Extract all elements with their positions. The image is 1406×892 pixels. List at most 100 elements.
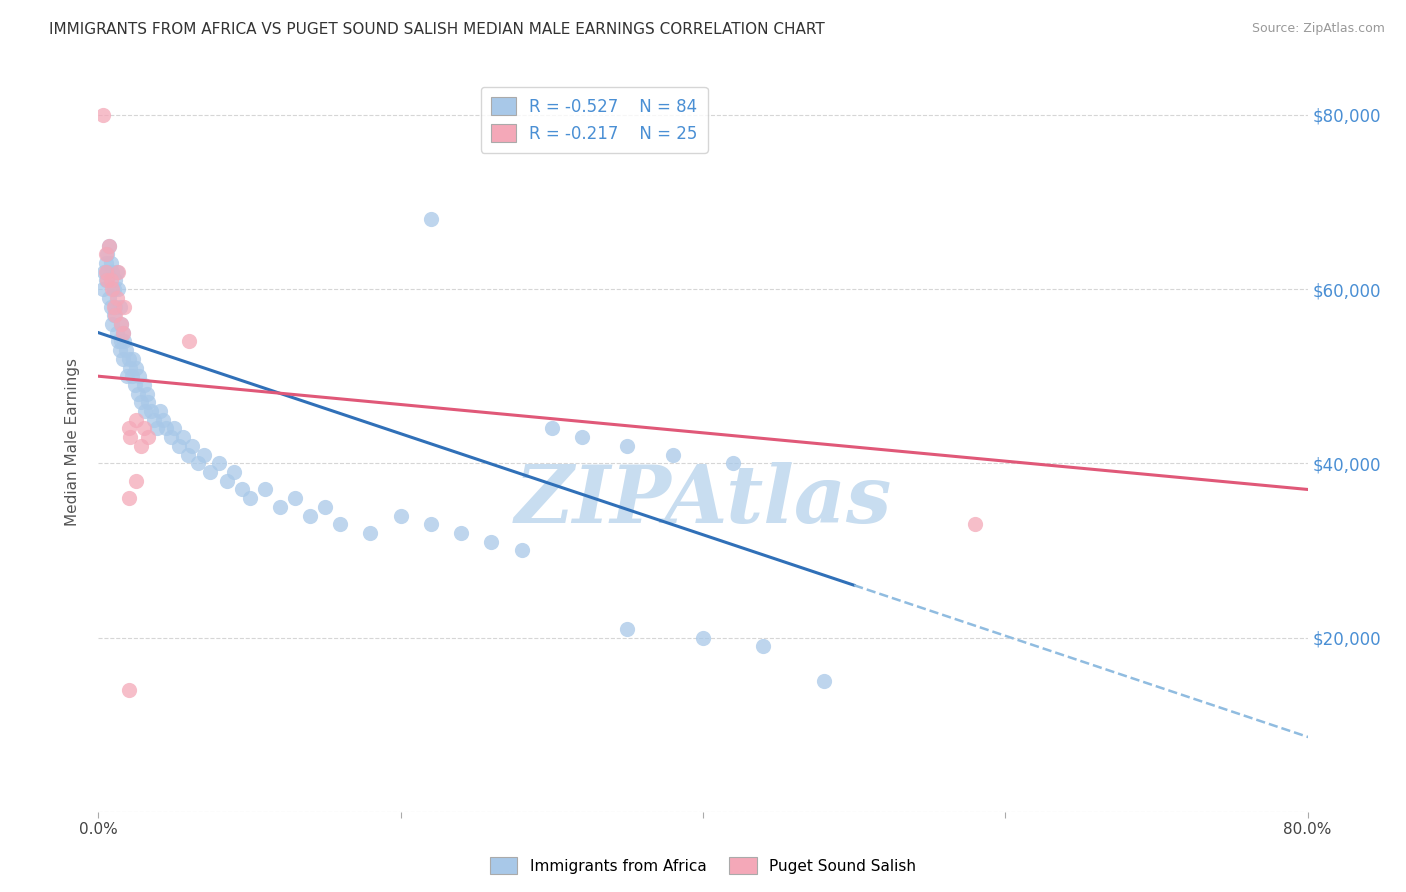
Point (108, 300, 131, 314)
Point (104, 273, 127, 287)
Point (132, 421, 155, 435)
Point (91, 282, 114, 296)
Point (239, 491, 262, 505)
Point (107, 282, 129, 296)
Point (571, 430, 593, 444)
Point (143, 413, 166, 427)
Point (100, 273, 122, 287)
Text: IMMIGRANTS FROM AFRICA VS PUGET SOUND SALISH MEDIAN MALE EARNINGS CORRELATION CH: IMMIGRANTS FROM AFRICA VS PUGET SOUND SA… (49, 22, 825, 37)
Y-axis label: Median Male Earnings: Median Male Earnings (65, 358, 80, 525)
Point (110, 317, 132, 331)
Point (114, 343, 136, 357)
Point (96, 265, 118, 279)
Point (96, 273, 118, 287)
Point (224, 465, 246, 479)
Point (125, 360, 148, 375)
Point (103, 300, 125, 314)
Point (215, 474, 238, 488)
Point (723, 456, 745, 470)
Text: ZIPAtlas: ZIPAtlas (515, 462, 891, 540)
Point (176, 448, 198, 462)
Point (146, 421, 169, 435)
Point (98, 291, 121, 305)
Point (101, 317, 124, 331)
Point (120, 430, 142, 444)
Point (105, 291, 128, 305)
Point (172, 430, 194, 444)
Point (100, 256, 122, 270)
Point (420, 517, 443, 532)
Point (163, 421, 186, 435)
Point (107, 265, 129, 279)
Point (208, 456, 231, 470)
Point (105, 326, 128, 340)
Point (187, 456, 209, 470)
Point (129, 439, 152, 453)
Point (813, 674, 835, 689)
Point (136, 430, 159, 444)
Point (661, 448, 683, 462)
Point (253, 483, 276, 497)
Point (107, 334, 129, 349)
Point (135, 386, 157, 401)
Text: Source: ZipAtlas.com: Source: ZipAtlas.com (1251, 22, 1385, 36)
Point (104, 300, 127, 314)
Point (299, 508, 322, 523)
Point (127, 386, 149, 401)
Point (179, 334, 201, 349)
Point (200, 465, 222, 479)
Point (111, 326, 134, 340)
Point (128, 369, 150, 384)
Point (134, 404, 156, 418)
Point (540, 421, 562, 435)
Point (329, 517, 352, 532)
Point (105, 265, 128, 279)
Point (118, 491, 141, 505)
Point (149, 404, 172, 418)
Point (110, 317, 132, 331)
Point (420, 212, 443, 227)
Point (103, 308, 125, 322)
Point (167, 439, 190, 453)
Point (96, 247, 118, 261)
Point (965, 517, 987, 532)
Point (481, 534, 503, 549)
Point (98, 238, 121, 252)
Point (284, 491, 307, 505)
Point (141, 404, 163, 418)
Point (110, 334, 132, 349)
Point (101, 265, 124, 279)
Point (111, 351, 134, 366)
Point (118, 682, 141, 697)
Point (104, 308, 127, 322)
Point (108, 343, 131, 357)
Point (124, 378, 146, 392)
Point (94, 256, 117, 270)
Point (94, 273, 117, 287)
Point (120, 360, 142, 375)
Point (136, 395, 159, 409)
Point (112, 300, 135, 314)
Point (510, 543, 533, 558)
Point (115, 369, 138, 384)
Point (129, 395, 152, 409)
Point (692, 631, 714, 645)
Point (125, 474, 148, 488)
Point (193, 448, 215, 462)
Point (155, 421, 177, 435)
Point (389, 508, 412, 523)
Point (118, 421, 141, 435)
Point (94, 247, 117, 261)
Point (160, 430, 183, 444)
Point (616, 622, 638, 636)
Point (752, 639, 775, 653)
Point (93, 265, 115, 279)
Point (269, 500, 291, 514)
Point (616, 439, 638, 453)
Point (111, 326, 134, 340)
Point (118, 351, 141, 366)
Point (360, 526, 382, 541)
Point (112, 334, 135, 349)
Legend: Immigrants from Africa, Puget Sound Salish: Immigrants from Africa, Puget Sound Sali… (484, 851, 922, 880)
Point (450, 526, 472, 541)
